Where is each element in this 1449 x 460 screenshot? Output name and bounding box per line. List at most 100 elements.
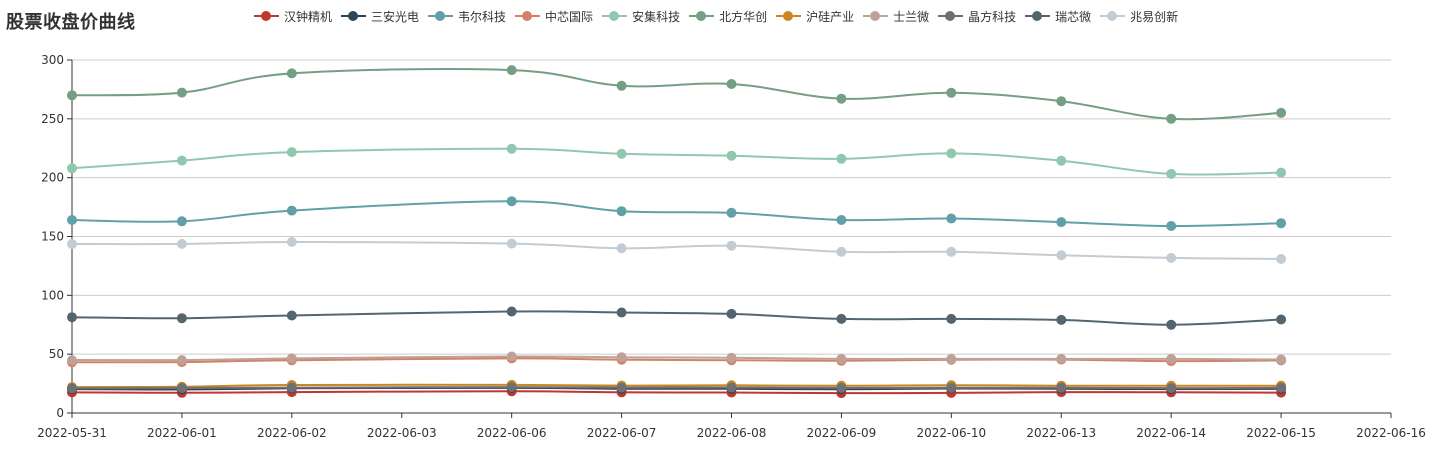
series-11-point [286,237,297,247]
legend-item[interactable]: 安集科技 [602,6,680,26]
legend-item[interactable]: 兆易创新 [1100,6,1178,26]
x-tick-label: 2022-06-03 [367,426,437,440]
series-3-point [726,207,737,218]
legend-swatch-icon [1100,9,1126,23]
series-8-point [946,353,957,364]
series-8-point [67,355,77,366]
x-tick-label: 2022-06-02 [257,426,327,440]
legend-item[interactable]: 晶方科技 [938,6,1016,26]
legend-swatch-icon [515,9,541,23]
series-line-1 [71,390,1282,395]
series-5-point [1056,155,1067,166]
y-tick-label: 250 [41,112,64,126]
series-6-point [1166,113,1177,124]
series-11-point [946,246,957,257]
legend-item[interactable]: 中芯国际 [515,6,593,26]
series-3-point [1056,217,1067,228]
y-tick-label: 100 [41,288,64,302]
series-9-point [836,382,847,393]
x-tick-label: 2022-06-07 [587,426,657,440]
series-line-9 [71,386,1282,390]
series-11-point [1166,252,1177,263]
legend-swatch-icon [602,9,628,23]
series-line-10 [71,310,1282,326]
series-3-point [67,215,77,225]
series-11-point [67,239,77,249]
legend-label: 兆易创新 [1130,9,1179,24]
series-9-point [506,382,517,393]
y-tick-label: 200 [41,171,64,185]
series-8-point [1276,354,1287,365]
series-5-point [176,155,187,166]
series-8-point [1166,353,1177,364]
legend-swatch-icon [254,9,279,23]
series-9-point [176,383,187,394]
series-10-point [946,313,957,324]
y-tick-label: 300 [41,53,64,67]
legend-label: 三安光电 [371,9,420,24]
series-6-point [286,68,297,79]
series-9-point [726,382,737,393]
series-3-point [176,216,187,227]
series-8-point [506,351,517,362]
legend-label: 士兰微 [893,9,930,24]
series-3-point [506,196,517,207]
series-11-point [1276,254,1287,264]
series-line-3 [71,200,1282,228]
x-tick-label: 2022-06-10 [916,426,986,440]
series-5-point [1276,167,1287,178]
series-9-point [286,382,297,393]
series-10-point [1166,319,1177,330]
series-line-7 [71,383,1282,389]
series-line-11 [71,240,1282,260]
series-line-4 [71,357,1282,364]
legend-item[interactable]: 瑞芯微 [1025,6,1091,26]
series-10-point [506,306,517,317]
x-tick-label: 2022-06-14 [1136,426,1206,440]
series-10-point [726,308,737,319]
legend: 汉钟精机 三安光电 韦尔科技 中芯国际 安集科技 北方华创 沪硅产业 士兰微 晶方科技 瑞芯微 兆易… [254,6,1187,26]
series-5-point [946,148,957,159]
series-6-point [726,79,737,89]
legend-label: 沪硅产业 [806,9,855,24]
series-3-point [1276,218,1287,229]
series-3-point [286,205,297,216]
series-3-point [1166,221,1177,231]
series-11-point [726,240,737,251]
legend-item[interactable]: 北方华创 [689,6,767,26]
x-tick-label: 2022-06-15 [1246,426,1316,440]
chart-title: 股票收盘价曲线 [6,12,136,33]
series-6-point [506,65,517,76]
legend-swatch-icon [341,9,367,23]
legend-item[interactable]: 韦尔科技 [428,6,506,26]
series-9-point [616,382,627,393]
x-tick-label: 2022-06-06 [477,426,547,440]
series-8-point [616,352,627,363]
legend-label: 汉钟精机 [284,9,333,24]
series-8-point [1056,353,1067,364]
series-10-point [616,307,627,318]
series-6-point [1276,107,1287,118]
series-10-point [1056,314,1067,325]
legend-item[interactable]: 沪硅产业 [776,6,854,26]
legend-item[interactable]: 士兰微 [863,6,929,26]
series-6-point [616,80,627,91]
series-5-point [67,163,77,174]
legend-swatch-icon [689,9,715,23]
series-line-6 [71,68,1282,121]
legend-item[interactable]: 汉钟精机 [254,6,332,26]
series-3-point [946,213,957,224]
series-6-point [946,87,957,98]
series-8-point [726,352,737,363]
x-tick-label: 2022-06-13 [1026,426,1096,440]
series-5-point [286,147,297,158]
series-9-point [1056,382,1067,393]
series-3-point [616,206,627,217]
legend-item[interactable]: 三安光电 [341,6,419,26]
legend-label: 韦尔科技 [458,9,507,24]
series-11-point [506,238,517,249]
y-tick-label: 150 [41,230,64,244]
series-9-point [67,383,77,394]
series-6-point [176,87,187,98]
